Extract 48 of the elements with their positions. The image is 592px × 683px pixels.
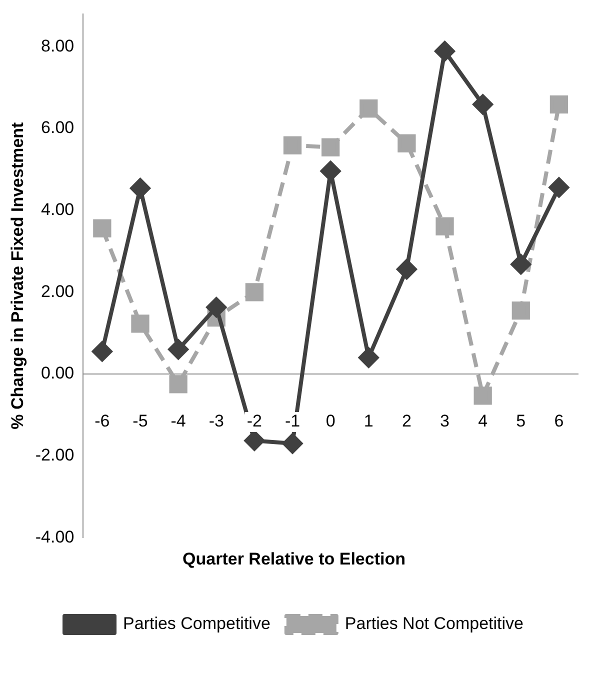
point — [244, 430, 264, 451]
point — [396, 259, 417, 280]
y-tick-label: -2.00 — [35, 445, 74, 464]
point — [283, 136, 302, 154]
x-tick-label: -5 — [132, 412, 148, 431]
x-tick-label: 3 — [440, 412, 450, 431]
y-tick-label: 6.00 — [41, 118, 74, 138]
point — [434, 41, 455, 62]
y-tick-label: 0.00 — [41, 364, 74, 383]
point — [130, 178, 150, 198]
x-tick-label: -4 — [170, 412, 186, 431]
legend-label: Parties Not Competitive — [344, 614, 524, 634]
point — [550, 95, 568, 114]
x-tick-label: 0 — [326, 412, 336, 431]
x-tick-label: -2 — [246, 412, 262, 431]
point — [245, 283, 264, 302]
x-tick-label: 6 — [554, 412, 564, 431]
point — [358, 348, 379, 368]
y-tick-label: 8.00 — [41, 36, 74, 56]
point — [168, 339, 188, 360]
point — [474, 386, 492, 405]
point — [206, 297, 226, 318]
point — [436, 217, 454, 236]
y-tick-label: 4.00 — [41, 200, 74, 220]
point — [398, 134, 416, 152]
point — [548, 177, 569, 198]
y-tick-label: 2.00 — [41, 282, 74, 301]
point — [510, 254, 531, 274]
x-tick-label: 1 — [364, 412, 374, 431]
point — [472, 94, 493, 114]
point — [93, 219, 112, 238]
y-axis-title: % Change in Private Fixed Investment — [8, 122, 27, 430]
point — [322, 138, 340, 156]
x-tick-label: 2 — [402, 412, 412, 431]
x-tick-label: -3 — [208, 412, 224, 431]
legend-label: Parties Competitive — [123, 614, 270, 634]
x-tick-label: 5 — [516, 412, 526, 431]
point — [169, 375, 188, 394]
y-tick-label: -4.00 — [35, 527, 74, 546]
x-tick-label: -1 — [284, 412, 300, 431]
point — [131, 314, 150, 333]
x-axis-title: Quarter Relative to Election — [182, 549, 406, 568]
point — [282, 434, 303, 454]
x-tick-label: -6 — [94, 412, 110, 431]
point — [92, 341, 112, 362]
x-tick-label: 4 — [478, 412, 488, 431]
point — [360, 99, 378, 118]
point — [512, 302, 530, 320]
